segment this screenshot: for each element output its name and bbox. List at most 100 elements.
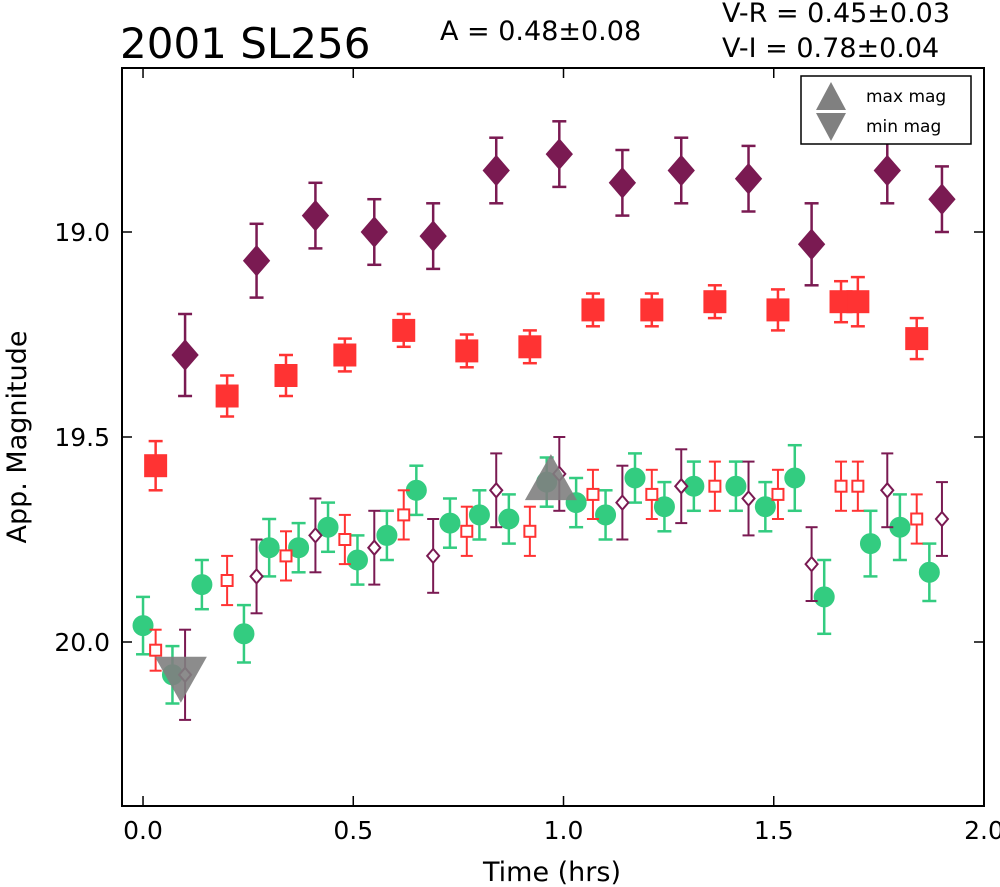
filled-diamond-marker (242, 244, 271, 277)
open-square-marker (149, 643, 163, 657)
x-tick-label: 2.0 (964, 816, 1000, 845)
data-point (734, 144, 763, 213)
data-point (191, 558, 213, 611)
data-point (488, 452, 504, 529)
legend-min-mag-marker (816, 113, 846, 141)
open-diamond-marker (741, 489, 756, 508)
filled-square-marker (766, 298, 790, 322)
y-tick-label: 19.0 (54, 218, 110, 247)
filled-square-marker (640, 298, 664, 322)
circle-marker (653, 496, 675, 518)
v-minus-r-annotation: V-R = 0.45±0.03 (722, 0, 950, 29)
x-axis-label: Time (hrs) (482, 857, 621, 887)
filled-diamond-marker (171, 339, 199, 371)
filled-diamond-marker (667, 154, 695, 187)
data-point (346, 534, 368, 586)
circle-marker (233, 623, 255, 645)
open-diamond-marker (615, 494, 630, 512)
data-point (498, 493, 520, 545)
open-square-marker (771, 487, 785, 501)
open-square-marker (338, 533, 352, 546)
data-point (338, 513, 352, 566)
data-point (482, 136, 510, 205)
data-point (279, 530, 293, 582)
filled-diamond-marker (301, 199, 330, 232)
circle-marker (813, 586, 835, 608)
v-minus-i-annotation: V-I = 0.78±0.04 (722, 33, 939, 64)
data-point (545, 120, 573, 189)
data-point (565, 476, 587, 529)
open-diamond-marker (673, 477, 689, 495)
filled-square-marker (581, 298, 605, 322)
data-point (258, 517, 280, 578)
y-tick-label: 20.0 (54, 628, 110, 657)
chart-title: 2001 SL256 (120, 19, 370, 68)
legend: max mag min mag (800, 75, 972, 145)
x-tick-label: 1.0 (544, 816, 584, 845)
filled-square-marker (215, 384, 239, 408)
circle-marker (725, 475, 747, 497)
data-point (645, 468, 659, 520)
legend-max-mag-marker (816, 82, 846, 110)
open-square-marker (851, 479, 865, 493)
open-square-marker (645, 487, 659, 501)
data-point (708, 460, 722, 512)
open-square-marker (220, 574, 234, 587)
circle-marker (376, 524, 398, 546)
circle-marker (918, 561, 940, 583)
data-point (934, 481, 950, 557)
data-point (308, 497, 323, 574)
data-point (317, 501, 339, 554)
data-point (797, 202, 826, 287)
open-square-marker (397, 508, 411, 522)
data-point (376, 509, 398, 562)
y-tick-label: 19.5 (54, 423, 110, 452)
data-point (905, 316, 929, 361)
data-point (455, 333, 479, 369)
data-point (673, 448, 689, 525)
open-square-marker (523, 524, 537, 538)
circle-marker (439, 512, 461, 534)
data-point (766, 288, 790, 332)
data-point (233, 603, 255, 664)
open-diamond-marker (366, 539, 382, 557)
data-point (144, 439, 168, 492)
open-diamond-marker (488, 481, 504, 499)
circle-marker (468, 504, 490, 526)
circle-marker (784, 467, 806, 489)
data-point (518, 329, 542, 365)
data-point (242, 222, 271, 299)
data-point (889, 493, 911, 562)
data-point (653, 480, 675, 533)
data-point (586, 468, 600, 520)
open-diamond-marker (249, 567, 264, 585)
circle-marker (288, 537, 310, 559)
data-point (468, 489, 490, 541)
circle-marker (258, 537, 280, 559)
data-point (771, 468, 785, 520)
filled-square-marker (455, 339, 479, 363)
data-point (460, 505, 474, 557)
data-point (667, 136, 695, 205)
open-diamond-marker (308, 526, 323, 544)
data-point (215, 374, 239, 418)
plot-area-frame (121, 67, 985, 807)
data-point (397, 489, 411, 541)
data-point (301, 181, 330, 250)
legend-max-mag-label: max mag (866, 87, 946, 107)
filled-square-marker (703, 290, 727, 314)
open-square-marker (910, 512, 924, 526)
axis-ticks: 0.0 0.5 1.0 1.5 2.0 19.0 19.5 20.0 (54, 68, 1000, 845)
circle-marker (346, 549, 368, 571)
data-point (171, 312, 199, 398)
data-point (784, 443, 806, 513)
data-marks (132, 120, 956, 721)
data-point (419, 202, 447, 271)
data-point (725, 460, 747, 513)
open-diamond-marker (934, 510, 950, 528)
y-axis-label: App. Magnitude (2, 331, 33, 544)
data-point (249, 538, 264, 615)
data-point (439, 497, 461, 549)
data-point (928, 165, 956, 234)
data-point (851, 460, 865, 512)
